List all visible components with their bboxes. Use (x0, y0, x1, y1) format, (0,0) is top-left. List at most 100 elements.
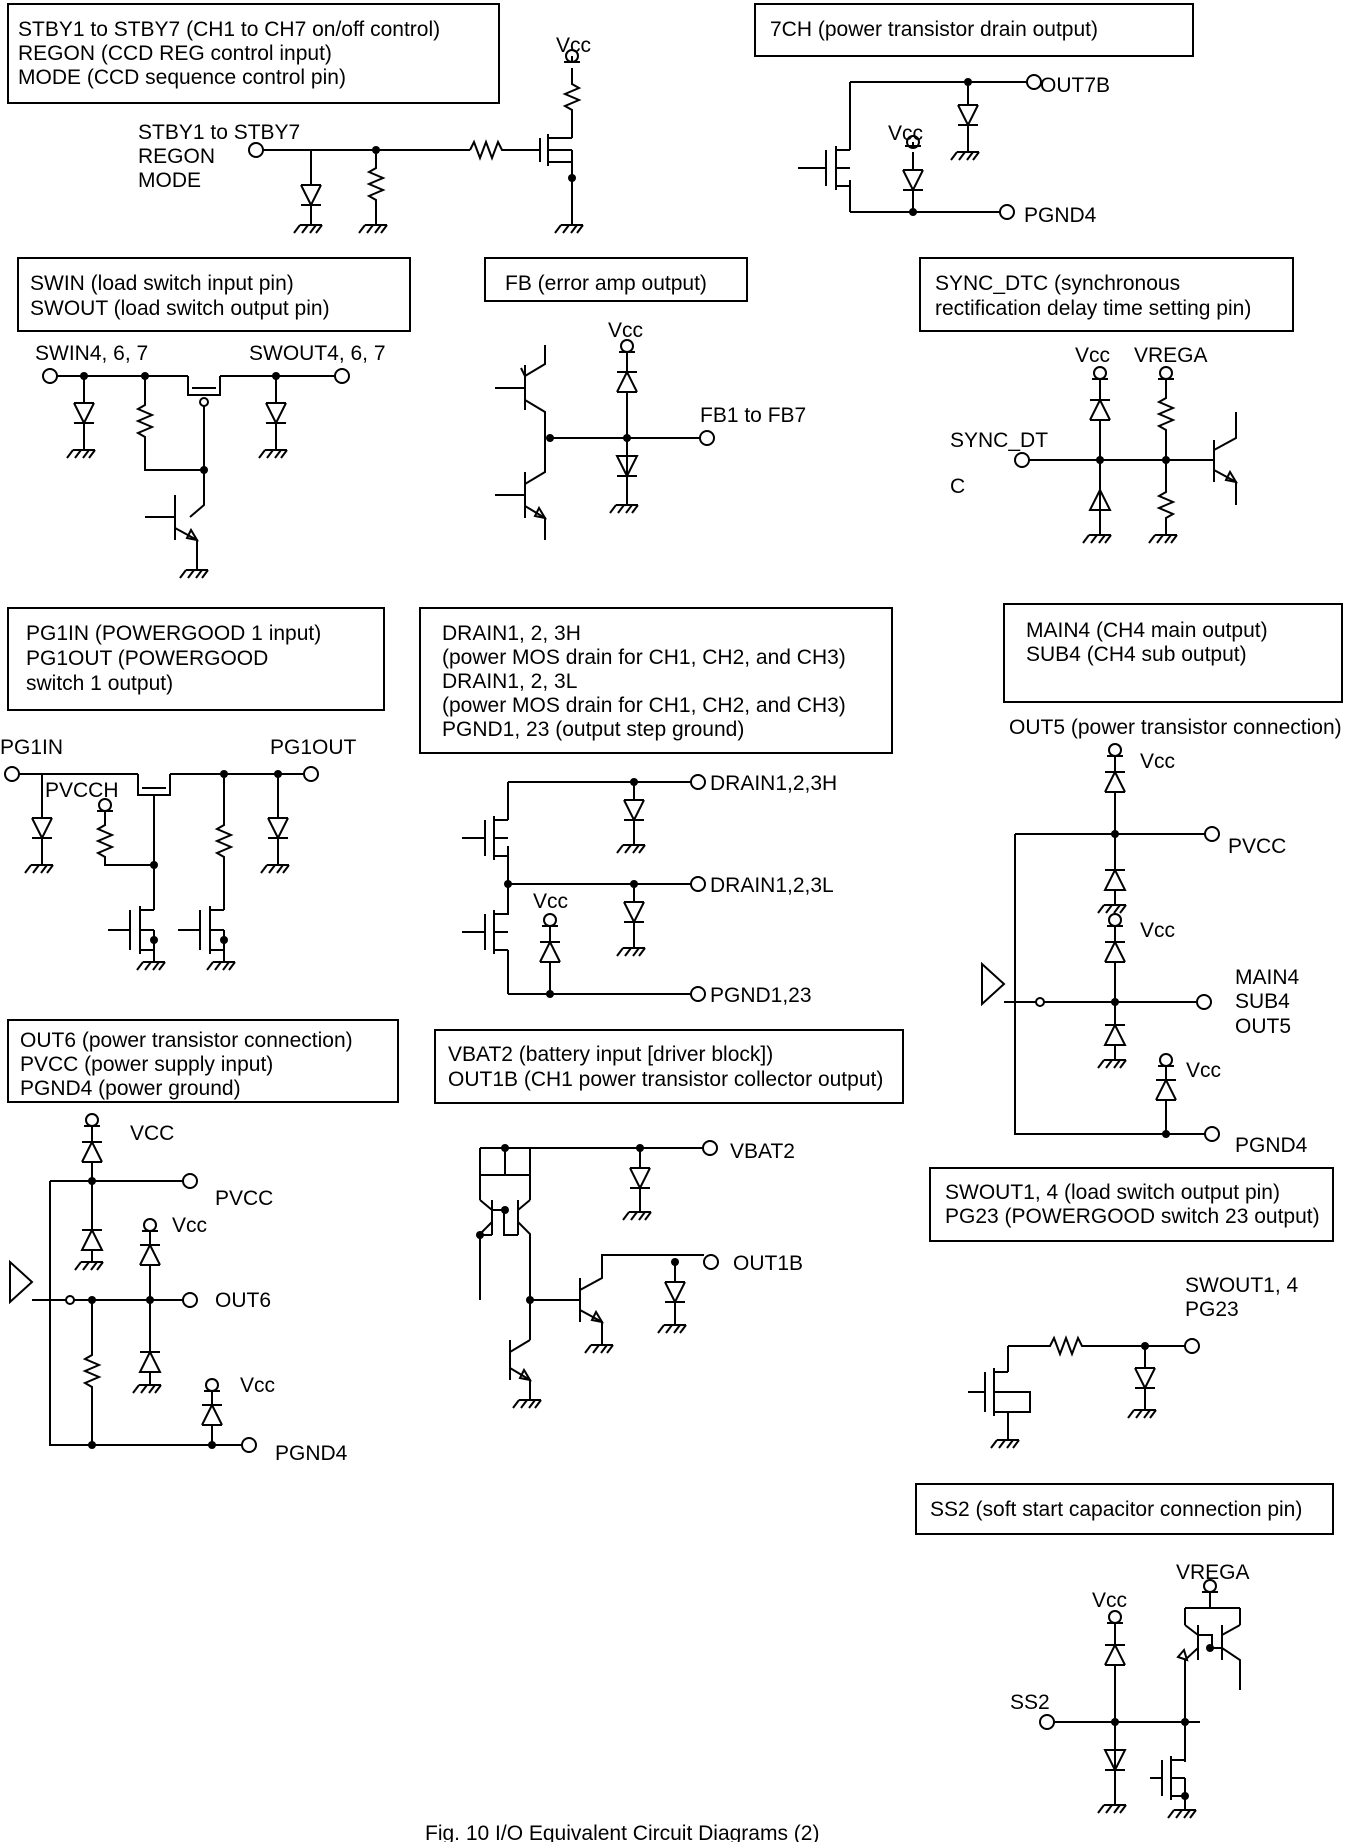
stby-description-box (7, 3, 500, 104)
drain-block: DRAIN1, 2, 3H (power MOS drain for CH1, … (419, 607, 893, 1007)
ss2-box-line: SS2 (soft start capacitor connection pin… (930, 1498, 1302, 1521)
main4-pin-label: SUB4 (1235, 990, 1290, 1013)
main4-box-line: MAIN4 (CH4 main output) (1026, 619, 1268, 642)
sync-block: SYNC_DTC (synchronous rectification dela… (919, 257, 1294, 544)
vcc-label: Vcc (1140, 750, 1175, 773)
pg1out-label: PG1OUT (270, 736, 357, 759)
main4-pin-label: OUT5 (1235, 1015, 1291, 1038)
sync-description-box (919, 257, 1294, 332)
figure-caption: Fig. 10 I/O Equivalent Circuit Diagrams … (425, 1822, 819, 1842)
vbat2-label: VBAT2 (730, 1140, 795, 1163)
stby-pin-label: REGON (138, 145, 215, 168)
ch7-box-line: 7CH (power transistor drain output) (770, 18, 1098, 41)
out6-block: OUT6 (power transistor connection) PVCC … (7, 1019, 399, 1465)
pgnd4-label: PGND4 (1235, 1134, 1308, 1157)
out6-box-line: OUT6 (power transistor connection) (20, 1029, 353, 1052)
vcc-label: Vcc (1186, 1059, 1221, 1082)
vcc-top-label: VCC (130, 1122, 174, 1145)
main4-description-box (1003, 603, 1343, 703)
drain-l-label: DRAIN1,2,3L (710, 874, 834, 897)
fb-box-line: FB (error amp output) (505, 272, 707, 295)
vcc-label: Vcc (1075, 344, 1110, 367)
stby-circuit (248, 49, 584, 234)
out6-pin-label: OUT6 (215, 1289, 271, 1312)
sync-box-line: rectification delay time setting pin) (935, 297, 1251, 320)
vcc-label: Vcc (1140, 919, 1175, 942)
sync-pin-label: C (950, 475, 965, 498)
main4-pin-label: MAIN4 (1235, 966, 1300, 989)
vcc-label: Vcc (240, 1374, 275, 1397)
out6-box-line: PGND4 (power ground) (20, 1077, 241, 1100)
drain-circuit (462, 774, 706, 1002)
stby-block: STBY1 to STBY7 (CH1 to CH7 on/off contro… (7, 3, 591, 234)
vbat-box-line: VBAT2 (battery input [driver block]) (448, 1043, 773, 1066)
ss2-description-box (915, 1483, 1334, 1535)
pgnd4-label: PGND4 (275, 1442, 348, 1465)
ch7-description-box (754, 3, 1194, 57)
main4-circuit (981, 743, 1220, 1142)
swin-box-line: SWOUT (load switch output pin) (30, 297, 330, 320)
out6-box-line: PVCC (power supply input) (20, 1053, 273, 1076)
swout1-box-line: PG23 (POWERGOOD switch 23 output) (945, 1205, 1320, 1228)
ss2-circuit (1039, 1579, 1241, 1819)
ch7-circuit (798, 74, 1042, 220)
sync-circuit (1014, 366, 1239, 544)
drain-box-line: DRAIN1, 2, 3L (442, 670, 577, 693)
vcc-label: Vcc (1092, 1589, 1127, 1612)
pvcc-label: PVCC (1228, 835, 1286, 858)
swout1-block: SWOUT1, 4 (load switch output pin) PG23 … (929, 1167, 1334, 1449)
vrega-label: VREGA (1134, 344, 1208, 367)
vcc-label: Vcc (533, 890, 568, 913)
fb-block: FB (error amp output) Vcc FB1 to FB7 (484, 257, 806, 540)
drain-box-line: DRAIN1, 2, 3H (442, 622, 581, 645)
drain-description-box (419, 607, 893, 754)
pg1-box-line: PG1IN (POWERGOOD 1 input) (26, 622, 321, 645)
out6-circuit (9, 1113, 257, 1453)
sync-pin-label: SYNC_DT (950, 429, 1048, 452)
fb-pin-label: FB1 to FB7 (700, 404, 806, 427)
vcc-label: Vcc (608, 319, 643, 342)
main4-block: MAIN4 (CH4 main output) SUB4 (CH4 sub ou… (981, 603, 1343, 1157)
fb-description-box (484, 257, 748, 302)
pvcc-label: PVCC (215, 1187, 273, 1210)
swout-pin-label: SWOUT4, 6, 7 (249, 342, 386, 365)
swin-box-line: SWIN (load switch input pin) (30, 272, 294, 295)
swin-block: SWIN (load switch input pin) SWOUT (load… (17, 257, 411, 579)
vbat-box-line: OUT1B (CH1 power transistor collector ou… (448, 1068, 883, 1091)
out1b-label: OUT1B (733, 1252, 803, 1275)
drain-box-line: (power MOS drain for CH1, CH2, and CH3) (442, 694, 846, 717)
fb-circuit (495, 339, 715, 540)
sync-box-line: SYNC_DTC (synchronous (935, 272, 1180, 295)
ss2-block: SS2 (soft start capacitor connection pin… (915, 1483, 1334, 1819)
drain-box-line: (power MOS drain for CH1, CH2, and CH3) (442, 646, 846, 669)
ch7-block: 7CH (power transistor drain output) OUT7… (754, 3, 1194, 227)
pvcch-label: PVCCH (45, 779, 119, 802)
vcc-label: Vcc (556, 34, 591, 57)
swin-circuit (42, 368, 350, 579)
swin-description-box (17, 257, 411, 332)
pg1-block: PG1IN (POWERGOOD 1 input) PG1OUT (POWERG… (0, 607, 385, 971)
vbat-description-box (434, 1029, 904, 1104)
pg1-box-line: switch 1 output) (26, 672, 173, 695)
pg1-circuit (4, 766, 319, 971)
swout1-box-line: SWOUT1, 4 (load switch output pin) (945, 1181, 1280, 1204)
pg1-box-line: PG1OUT (POWERGOOD (26, 647, 268, 670)
vbat-block: VBAT2 (battery input [driver block]) OUT… (434, 1029, 904, 1409)
swout1-pin-label: SWOUT1, 4 (1185, 1274, 1299, 1297)
stby-pin-label: MODE (138, 169, 201, 192)
vbat-circuit (476, 1140, 719, 1409)
main4-box-line: SUB4 (CH4 sub output) (1026, 643, 1247, 666)
out5-title: OUT5 (power transistor connection) (1009, 716, 1342, 739)
pgnd4-label: PGND4 (1024, 204, 1097, 227)
vrega-label: VREGA (1176, 1561, 1250, 1584)
out7b-label: OUT7B (1040, 74, 1110, 97)
stby-box-line: STBY1 to STBY7 (CH1 to CH7 on/off contro… (18, 18, 440, 41)
stby-box-line: MODE (CCD sequence control pin) (18, 66, 346, 89)
drain-h-label: DRAIN1,2,3H (710, 772, 837, 795)
pin-terminal (248, 142, 264, 158)
swout1-pin-label: PG23 (1185, 1298, 1239, 1321)
vcc-label: Vcc (172, 1214, 207, 1237)
drain-box-line: PGND1, 23 (output step ground) (442, 718, 744, 741)
swin-pin-label: SWIN4, 6, 7 (35, 342, 148, 365)
swout1-description-box (929, 1167, 1334, 1242)
